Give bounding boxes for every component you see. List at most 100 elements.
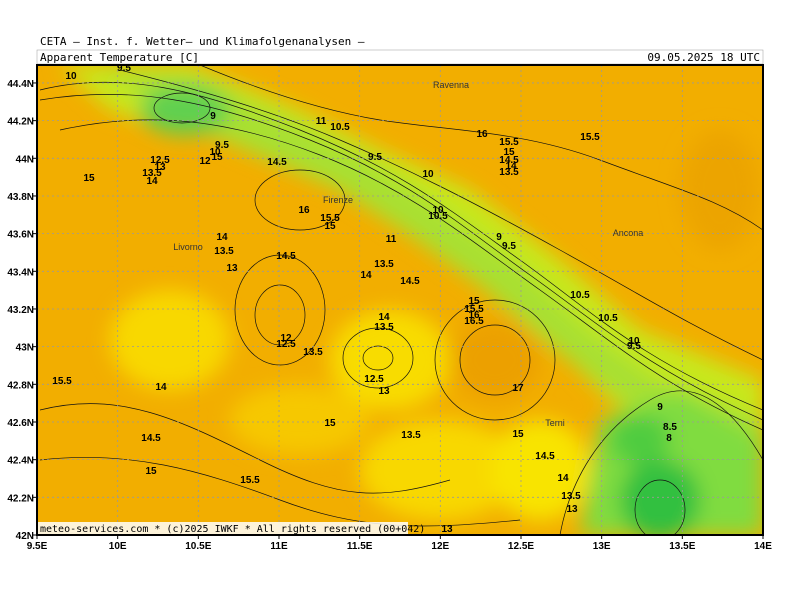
grid xyxy=(33,65,764,539)
contour-label: 14.5 xyxy=(141,433,161,444)
header-title: CETA — Inst. f. Wetter— und Klimafolgena… xyxy=(40,35,365,48)
city-label: Terni xyxy=(545,418,565,428)
contour-label: 14.5 xyxy=(400,276,420,287)
x-tick-label: 11E xyxy=(270,541,288,552)
contour-label: 12 xyxy=(199,156,211,167)
y-tick-label: 44N xyxy=(16,154,34,165)
footer-box xyxy=(38,522,408,534)
contour-label: 13.5 xyxy=(561,491,581,502)
contour-label: 10 xyxy=(628,336,640,347)
contour-label: 15 xyxy=(503,147,515,158)
x-tick-label: 13E xyxy=(593,541,611,552)
field xyxy=(37,65,763,535)
contour-label: 10.5 xyxy=(428,211,448,222)
contour-label: 16.5 xyxy=(464,316,484,327)
contour-label: 9.5 xyxy=(502,241,516,252)
variable-name: Apparent Temperature [C] xyxy=(40,51,199,64)
contour-label: 8 xyxy=(666,433,672,444)
contour-label: 13 xyxy=(378,386,390,397)
contour-label: 15 xyxy=(324,221,336,232)
contour-label: 8.5 xyxy=(663,422,677,433)
copyright: meteo-services.com * (c)2025 IWKF * All … xyxy=(40,524,425,535)
contour-label: 14 xyxy=(146,176,158,187)
city-label: Ancona xyxy=(613,228,644,238)
contour-label: 14 xyxy=(557,473,569,484)
contour-label: 9 xyxy=(657,402,663,413)
contour-label: 15 xyxy=(145,466,157,477)
city-label: Livorno xyxy=(173,242,203,252)
contour-label: 15 xyxy=(468,296,480,307)
y-tick-label: 43.4N xyxy=(7,267,34,278)
contour-label: 10 xyxy=(432,205,444,216)
contours xyxy=(39,65,763,535)
contour-label: 10.5 xyxy=(570,290,590,301)
contour-label: 15.5 xyxy=(52,376,72,387)
contour-label: 16 xyxy=(468,310,480,321)
contour-label: 16 xyxy=(298,205,310,216)
contour-label: 12.5 xyxy=(150,155,170,166)
y-tick-label: 42N xyxy=(16,531,34,542)
contour-label: 15 xyxy=(512,429,524,440)
contour-label: 13.5 xyxy=(303,347,323,358)
contour-label: 14.5 xyxy=(499,155,519,166)
contour-label: 13 xyxy=(566,504,578,515)
contour-label: 16 xyxy=(476,129,488,140)
contour-label: 12.5 xyxy=(276,339,296,350)
contour-label: 9 xyxy=(496,232,502,243)
y-tick-label: 42.2N xyxy=(7,493,34,504)
contour-label: 13.5 xyxy=(401,430,421,441)
contour-label: 9.5 xyxy=(368,152,382,163)
y-tick-label: 43.8N xyxy=(7,192,34,203)
y-tick-label: 42.6N xyxy=(7,418,34,429)
contour-label: 9.5 xyxy=(627,341,641,352)
contour-label: 13.5 xyxy=(374,259,394,270)
contour-label: 15.5 xyxy=(499,137,519,148)
contour-label: 15.5 xyxy=(580,132,600,143)
contour-label: 10 xyxy=(65,71,77,82)
contour-label: 15 xyxy=(324,418,336,429)
y-tick-label: 43.2N xyxy=(7,305,34,316)
contour-label: 14 xyxy=(505,161,517,172)
y-tick-label: 44.2N xyxy=(7,117,34,128)
contour-label: 17 xyxy=(512,383,524,394)
contour-label: 10.5 xyxy=(330,122,350,133)
contour-label: 13.5 xyxy=(374,322,394,333)
shading xyxy=(60,65,763,535)
contour-label: 12.5 xyxy=(364,374,384,385)
y-tick-label: 43N xyxy=(16,343,34,354)
contour-label: 14 xyxy=(360,270,372,281)
x-tick-label: 10E xyxy=(109,541,127,552)
contour-label: 9.5 xyxy=(117,63,131,74)
contour-label: 13.5 xyxy=(214,246,234,257)
city-label: Ravenna xyxy=(433,80,469,90)
contour-label: 11 xyxy=(386,234,397,245)
contour-label: 15 xyxy=(83,173,95,184)
contour-label: 10 xyxy=(209,147,221,158)
contour-label: 14.5 xyxy=(535,451,555,462)
contour-label: 15.5 xyxy=(464,304,484,315)
contour-label: 13 xyxy=(441,524,453,535)
y-tick-label: 44.4N xyxy=(7,79,34,90)
contour-label: 15.5 xyxy=(240,475,260,486)
y-tick-label: 42.8N xyxy=(7,380,34,391)
city-label: Firenze xyxy=(323,195,353,205)
contour-label: 10.5 xyxy=(598,313,618,324)
x-tick-label: 12.5E xyxy=(508,541,534,552)
contour-label: 15 xyxy=(211,152,223,163)
x-tick-label: 11.5E xyxy=(347,541,373,552)
contour-label: 9 xyxy=(210,111,216,122)
valid-time: 09.05.2025 18 UTC xyxy=(647,51,760,64)
contour-label: 13 xyxy=(154,162,166,173)
contour-label: 15.5 xyxy=(320,213,340,224)
x-tick-label: 12E xyxy=(431,541,449,552)
contour-label: 14.5 xyxy=(267,157,287,168)
contour-label: 11 xyxy=(316,116,327,127)
contour-label: 9.5 xyxy=(215,140,229,151)
map-frame xyxy=(36,64,764,536)
contour-label: 13.5 xyxy=(142,168,162,179)
x-tick-label: 14E xyxy=(754,541,772,552)
y-tick-label: 43.6N xyxy=(7,230,34,241)
contour-label: 14.5 xyxy=(276,251,296,262)
